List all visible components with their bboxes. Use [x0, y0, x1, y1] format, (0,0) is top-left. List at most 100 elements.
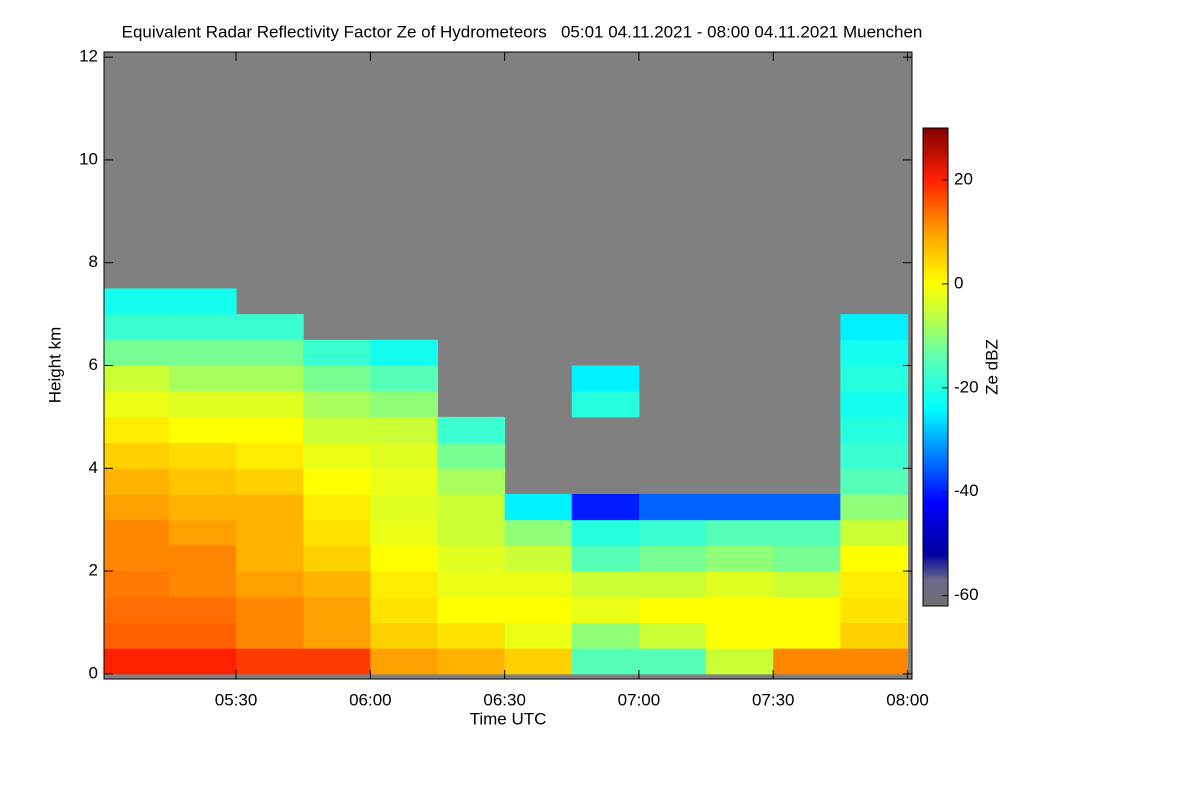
heatmap-cell: [504, 493, 573, 521]
heatmap-cell: [571, 493, 640, 521]
colorbar: [922, 127, 949, 607]
heatmap-cell: [840, 314, 909, 341]
heatmap-cell: [437, 468, 506, 495]
heatmap-cell: [638, 493, 707, 521]
heatmap-cell: [840, 468, 909, 495]
x-tick-label: 06:00: [349, 690, 392, 709]
x-tick-label: 06:30: [483, 690, 526, 709]
heatmap-cell: [840, 622, 909, 649]
heatmap-cell: [104, 519, 170, 546]
heatmap-cell: [236, 493, 304, 521]
heatmap: [104, 52, 912, 679]
heatmap-cell: [504, 571, 573, 598]
heatmap-cell: [168, 288, 237, 315]
heatmap-cell: [104, 648, 170, 675]
heatmap-cell: [303, 648, 371, 675]
heatmap-cell: [504, 648, 573, 675]
heatmap-cell: [638, 571, 707, 598]
heatmap-cell: [303, 596, 371, 623]
heatmap-cell: [840, 571, 909, 598]
heatmap-cell: [437, 648, 506, 675]
heatmap-cell: [706, 545, 774, 572]
heatmap-cell: [168, 442, 237, 469]
heatmap-cell: [437, 571, 506, 598]
heatmap-cell: [370, 416, 438, 444]
heatmap-cell: [773, 519, 841, 546]
heatmap-cell: [370, 391, 438, 418]
heatmap-cell: [104, 571, 170, 598]
heatmap-cell: [104, 391, 170, 418]
heatmap-cell: [638, 622, 707, 649]
heatmap-cell: [236, 571, 304, 598]
heatmap-cell: [370, 648, 438, 675]
heatmap-cell: [840, 391, 909, 418]
y-tick-label: 12: [79, 47, 98, 66]
x-tick-label: 07:30: [752, 690, 795, 709]
heatmap-cell: [840, 493, 909, 521]
heatmap-cell: [104, 339, 170, 366]
colorbar-tick-label: 0: [954, 273, 963, 292]
heatmap-cell: [370, 493, 438, 521]
heatmap-cell: [168, 314, 237, 341]
heatmap-cell: [706, 648, 774, 675]
colorbar-tick-label: 20: [954, 169, 973, 188]
heatmap-cell: [236, 339, 304, 366]
heatmap-cell: [104, 365, 170, 392]
heatmap-cell: [104, 416, 170, 444]
heatmap-cell: [706, 571, 774, 598]
heatmap-cell: [168, 622, 237, 649]
heatmap-cell: [303, 468, 371, 495]
y-tick-label: 10: [79, 149, 98, 168]
heatmap-cell: [706, 596, 774, 623]
heatmap-cell: [104, 596, 170, 623]
heatmap-cell: [370, 442, 438, 469]
heatmap-cell: [370, 365, 438, 392]
heatmap-cell: [437, 622, 506, 649]
x-tick-label: 05:30: [215, 690, 258, 709]
heatmap-cell: [773, 622, 841, 649]
heatmap-cell: [571, 519, 640, 546]
heatmap-cell: [504, 622, 573, 649]
heatmap-cell: [168, 391, 237, 418]
heatmap-cell: [840, 545, 909, 572]
chart-title: Equivalent Radar Reflectivity Factor Ze …: [122, 22, 923, 41]
heatmap-cell: [236, 468, 304, 495]
heatmap-cell: [370, 519, 438, 546]
heatmap-cell: [638, 648, 707, 675]
heatmap-cell: [236, 545, 304, 572]
heatmap-cell: [571, 596, 640, 623]
heatmap-cell: [303, 622, 371, 649]
heatmap-cell: [773, 545, 841, 572]
heatmap-cell: [236, 365, 304, 392]
heatmap-cell: [236, 648, 304, 675]
heatmap-cell: [303, 442, 371, 469]
heatmap-cell: [104, 442, 170, 469]
heatmap-cell: [303, 493, 371, 521]
heatmap-cell: [638, 519, 707, 546]
heatmap-cell: [437, 416, 506, 444]
heatmap-cell: [706, 493, 774, 521]
colorbar-tick-label: -40: [954, 481, 979, 500]
heatmap-cell: [168, 493, 237, 521]
heatmap-cell: [370, 596, 438, 623]
y-tick-label: 2: [89, 561, 98, 580]
heatmap-cell: [437, 545, 506, 572]
heatmap-cell: [840, 416, 909, 444]
x-tick-label: 07:00: [618, 690, 661, 709]
heatmap-cell: [303, 416, 371, 444]
heatmap-cell: [303, 391, 371, 418]
heatmap-cell: [236, 442, 304, 469]
heatmap-cell: [370, 545, 438, 572]
heatmap-cell: [504, 519, 573, 546]
heatmap-cell: [236, 416, 304, 444]
heatmap-cell: [168, 648, 237, 675]
heatmap-cell: [104, 314, 170, 341]
heatmap-cell: [168, 365, 237, 392]
colorbar-tick-label: -20: [954, 377, 979, 396]
heatmap-cell: [571, 545, 640, 572]
heatmap-cell: [104, 288, 170, 315]
heatmap-cell: [840, 596, 909, 623]
heatmap-cell: [168, 519, 237, 546]
y-tick-label: 8: [89, 252, 98, 271]
